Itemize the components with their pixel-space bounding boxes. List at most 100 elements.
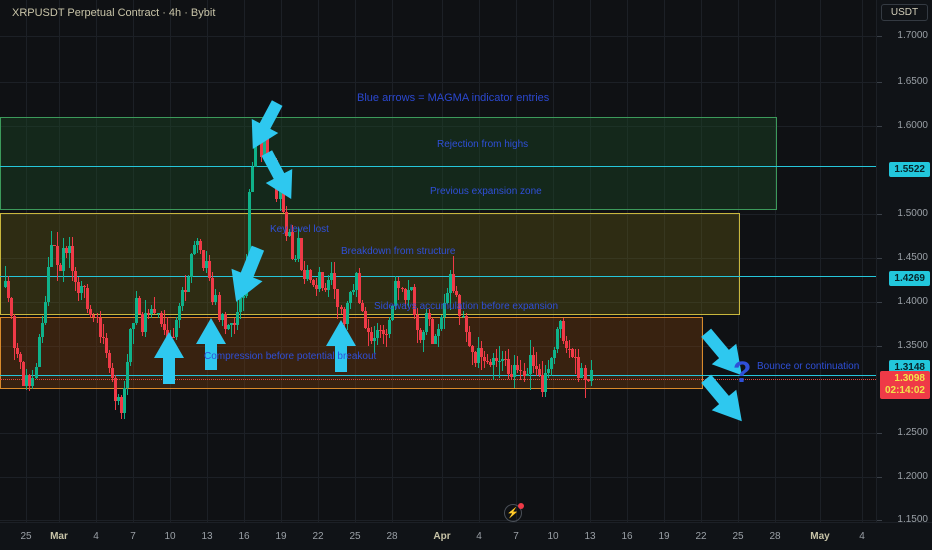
candle-body	[565, 340, 569, 349]
candle-body	[470, 346, 474, 353]
candle-body	[485, 361, 489, 363]
candle-body	[235, 311, 239, 325]
time-tick-label: Apr	[433, 531, 451, 542]
candle-body	[418, 329, 422, 341]
grid-line-horizontal	[0, 126, 876, 127]
grid-line-vertical	[442, 0, 443, 522]
price-tick-label: 1.6500	[897, 76, 928, 87]
candle-wick	[471, 345, 473, 365]
grid-line-vertical	[627, 0, 628, 522]
time-tick-label: 28	[386, 531, 398, 542]
candle-body	[65, 247, 68, 254]
currency-button[interactable]: USDT	[881, 4, 928, 21]
candle-body	[74, 270, 78, 283]
candle-wick	[584, 364, 586, 398]
candle-body	[473, 352, 477, 363]
candle-wick	[520, 360, 522, 380]
candle-body	[488, 362, 492, 366]
candle-body	[281, 183, 285, 212]
candle-body	[49, 245, 53, 267]
time-tick-label: 16	[621, 531, 633, 542]
candle-body	[427, 313, 431, 320]
candle-body	[543, 373, 547, 392]
grid-line-horizontal	[0, 36, 876, 37]
candle-body	[330, 273, 334, 280]
grid-line-horizontal	[0, 477, 876, 478]
time-tick-label: 13	[201, 531, 213, 542]
candle-wick	[157, 312, 159, 318]
time-axis[interactable]: 25 Mar 4 7 10 13 16 19 22 25 28 Apr 4 7 10 13 16 19 22 25 28…	[0, 522, 932, 550]
price-tick-label: 1.5000	[897, 208, 928, 219]
candle-wick	[133, 323, 135, 344]
candle-body	[531, 355, 535, 367]
candle-body	[89, 308, 93, 316]
price-level-line-1.5522[interactable]	[0, 166, 876, 168]
candle-body	[406, 289, 410, 301]
candle-body	[208, 260, 212, 278]
candle-body	[397, 281, 401, 289]
candle-body	[202, 250, 206, 268]
price-level-line-1.4269[interactable]	[0, 276, 876, 278]
candle-body	[290, 232, 294, 260]
last-price-badge[interactable]: 1.3098 02:14:02	[879, 371, 930, 399]
candle-body	[293, 258, 297, 260]
candle-body	[223, 314, 227, 330]
candle-wick	[517, 355, 519, 374]
candle-body	[232, 323, 236, 325]
candle-body	[379, 329, 383, 331]
candle-body	[522, 370, 526, 376]
candle-wick	[233, 317, 235, 335]
grid-line-vertical	[820, 0, 821, 522]
candle-body	[129, 328, 133, 363]
price-level-line-1.3148[interactable]	[0, 374, 876, 376]
grid-line-vertical	[701, 0, 702, 522]
candle-body	[315, 284, 319, 289]
candle-body	[360, 302, 364, 311]
price-level-badge[interactable]: 1.5522	[889, 162, 930, 177]
candle-body	[412, 287, 416, 316]
time-tick-label: 22	[312, 531, 324, 542]
zone-rejection-from-highs[interactable]	[0, 116, 777, 210]
lightning-bolt-icon[interactable]: ⚡	[504, 504, 522, 522]
candle-body	[211, 277, 215, 302]
arrow-entry-compression-2	[196, 318, 226, 370]
candle-body	[302, 270, 306, 279]
candle-body	[68, 245, 72, 254]
candle-body	[312, 279, 316, 285]
candle-body	[431, 319, 434, 344]
grid-line-horizontal	[0, 346, 876, 347]
candle-body	[217, 294, 221, 321]
candle-wick	[526, 368, 528, 376]
candle-body	[577, 357, 581, 379]
candle-body	[510, 374, 514, 377]
candle-body	[388, 319, 392, 334]
candle-body	[98, 318, 102, 337]
candle-body	[437, 328, 441, 337]
candle-body	[586, 379, 590, 382]
candle-body	[159, 312, 163, 325]
annotation-rejection-from-highs: Rejection from highs	[437, 139, 529, 150]
annotation-key-level-lost: Key level lost	[270, 224, 329, 235]
price-level-line-1.3098[interactable]	[0, 379, 876, 381]
price-tick-label: 1.4500	[897, 252, 928, 263]
candle-body	[43, 302, 47, 323]
grid-line-vertical	[59, 0, 60, 522]
candle-body	[549, 358, 553, 369]
candle-wick	[172, 327, 174, 338]
zone-previous-expansion[interactable]	[0, 213, 740, 315]
price-level-badge[interactable]: 1.4269	[889, 271, 930, 286]
notification-dot-icon	[518, 503, 524, 509]
candle-body	[25, 375, 29, 386]
time-tick-label: 25	[349, 531, 361, 542]
candle-body	[415, 315, 419, 330]
grid-line-horizontal	[0, 214, 876, 215]
candle-body	[226, 324, 230, 330]
candle-body	[61, 247, 65, 271]
grid-line-vertical	[133, 0, 134, 522]
candle-body	[354, 273, 358, 291]
grid-line-vertical	[553, 0, 554, 522]
time-tick-label: 10	[547, 531, 559, 542]
price-axis[interactable]: USDT 1.7000 1.6500 1.6000 1.5000 1.4500 1.400…	[876, 0, 932, 525]
chart-plot-area[interactable]: Blue arrows = MAGMA indicator entries Re…	[0, 0, 876, 522]
candle-body	[174, 319, 178, 338]
